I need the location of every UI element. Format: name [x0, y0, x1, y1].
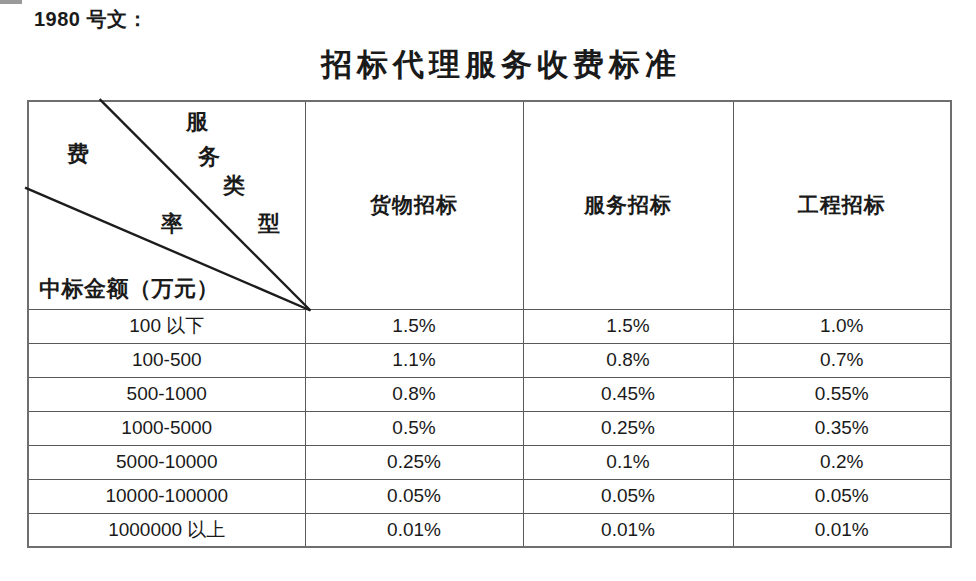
cell-value: 0.35% [733, 411, 951, 445]
cell-value: 0.8% [523, 343, 733, 377]
row-label: 1000-5000 [28, 411, 305, 445]
column-header-service-bidding: 服务招标 [523, 101, 733, 309]
corner-service-type-char: 类 [223, 175, 245, 197]
doc-number-label: 1980 号文： [34, 6, 148, 33]
table-row: 100 以下 1.5% 1.5% 1.0% [28, 309, 951, 343]
cell-value: 0.25% [305, 445, 523, 479]
fee-table: 服 务 类 型 费 率 中标金额（万元） 货物招标 服务招标 工程招标 100 … [27, 100, 952, 548]
table-row: 100-500 1.1% 0.8% 0.7% [28, 343, 951, 377]
cell-value: 0.45% [523, 377, 733, 411]
cell-value: 0.1% [523, 445, 733, 479]
cell-value: 0.8% [305, 377, 523, 411]
cell-value: 0.25% [523, 411, 733, 445]
row-label: 100-500 [28, 343, 305, 377]
cell-value: 0.5% [305, 411, 523, 445]
page-title: 招标代理服务收费标准 [0, 44, 976, 86]
table-row: 500-1000 0.8% 0.45% 0.55% [28, 377, 951, 411]
table-row: 5000-10000 0.25% 0.1% 0.2% [28, 445, 951, 479]
cell-value: 0.05% [523, 479, 733, 513]
corner-service-type-char: 服 [186, 111, 208, 133]
table-row: 10000-100000 0.05% 0.05% 0.05% [28, 479, 951, 513]
row-label: 10000-100000 [28, 479, 305, 513]
cell-value: 0.7% [733, 343, 951, 377]
corner-fee-rate-char: 率 [161, 213, 183, 235]
window-edge-artifact [0, 0, 22, 4]
corner-header-cell: 服 务 类 型 费 率 中标金额（万元） [28, 101, 305, 309]
row-label: 100 以下 [28, 309, 305, 343]
corner-service-type-char: 型 [258, 213, 280, 235]
row-label: 1000000 以上 [28, 513, 305, 547]
cell-value: 0.01% [733, 513, 951, 547]
corner-service-type-char: 务 [198, 146, 220, 168]
cell-value: 1.1% [305, 343, 523, 377]
document-page: 1980 号文： 招标代理服务收费标准 服 务 类 型 费 [0, 0, 976, 581]
table-row: 1000000 以上 0.01% 0.01% 0.01% [28, 513, 951, 547]
corner-amount-label: 中标金额（万元） [39, 274, 219, 304]
cell-value: 0.2% [733, 445, 951, 479]
cell-value: 0.05% [733, 479, 951, 513]
row-label: 500-1000 [28, 377, 305, 411]
cell-value: 0.05% [305, 479, 523, 513]
cell-value: 0.55% [733, 377, 951, 411]
cell-value: 1.5% [305, 309, 523, 343]
column-header-engineering-bidding: 工程招标 [733, 101, 951, 309]
corner-fee-rate-char: 费 [67, 143, 89, 165]
column-header-goods-bidding: 货物招标 [305, 101, 523, 309]
header-row: 服 务 类 型 费 率 中标金额（万元） 货物招标 服务招标 工程招标 [28, 101, 951, 309]
table-row: 1000-5000 0.5% 0.25% 0.35% [28, 411, 951, 445]
cell-value: 1.0% [733, 309, 951, 343]
cell-value: 0.01% [523, 513, 733, 547]
row-label: 5000-10000 [28, 445, 305, 479]
cell-value: 1.5% [523, 309, 733, 343]
cell-value: 0.01% [305, 513, 523, 547]
